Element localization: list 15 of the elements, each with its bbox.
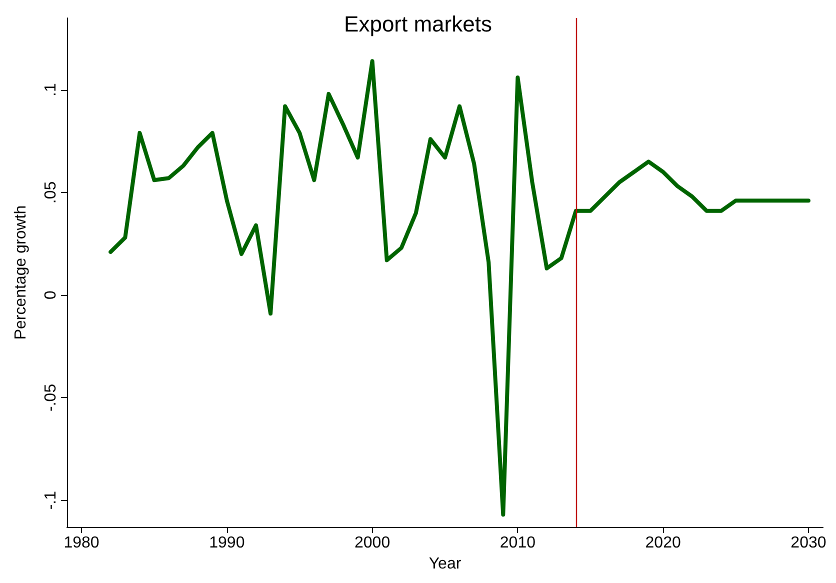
y-axis-title: Percentage growth	[12, 205, 30, 340]
x-tick-label: 1990	[209, 534, 245, 552]
y-tick-label: -.05	[42, 384, 60, 412]
y-tick-label: .1	[42, 83, 60, 97]
line-series	[108, 59, 810, 517]
x-tick-label: 2020	[645, 534, 681, 552]
x-tick-label: 2000	[354, 534, 390, 552]
x-tick-label: 2030	[790, 534, 826, 552]
chart-title: Export markets	[344, 12, 492, 36]
x-axis-title: Year	[428, 555, 462, 572]
y-tick-label: -.1	[42, 490, 60, 510]
y-tick-label: .05	[42, 181, 60, 204]
x-tick-label: 2010	[500, 534, 536, 552]
x-tick-label: 1980	[64, 534, 100, 552]
y-tick-label: 0	[42, 290, 60, 300]
